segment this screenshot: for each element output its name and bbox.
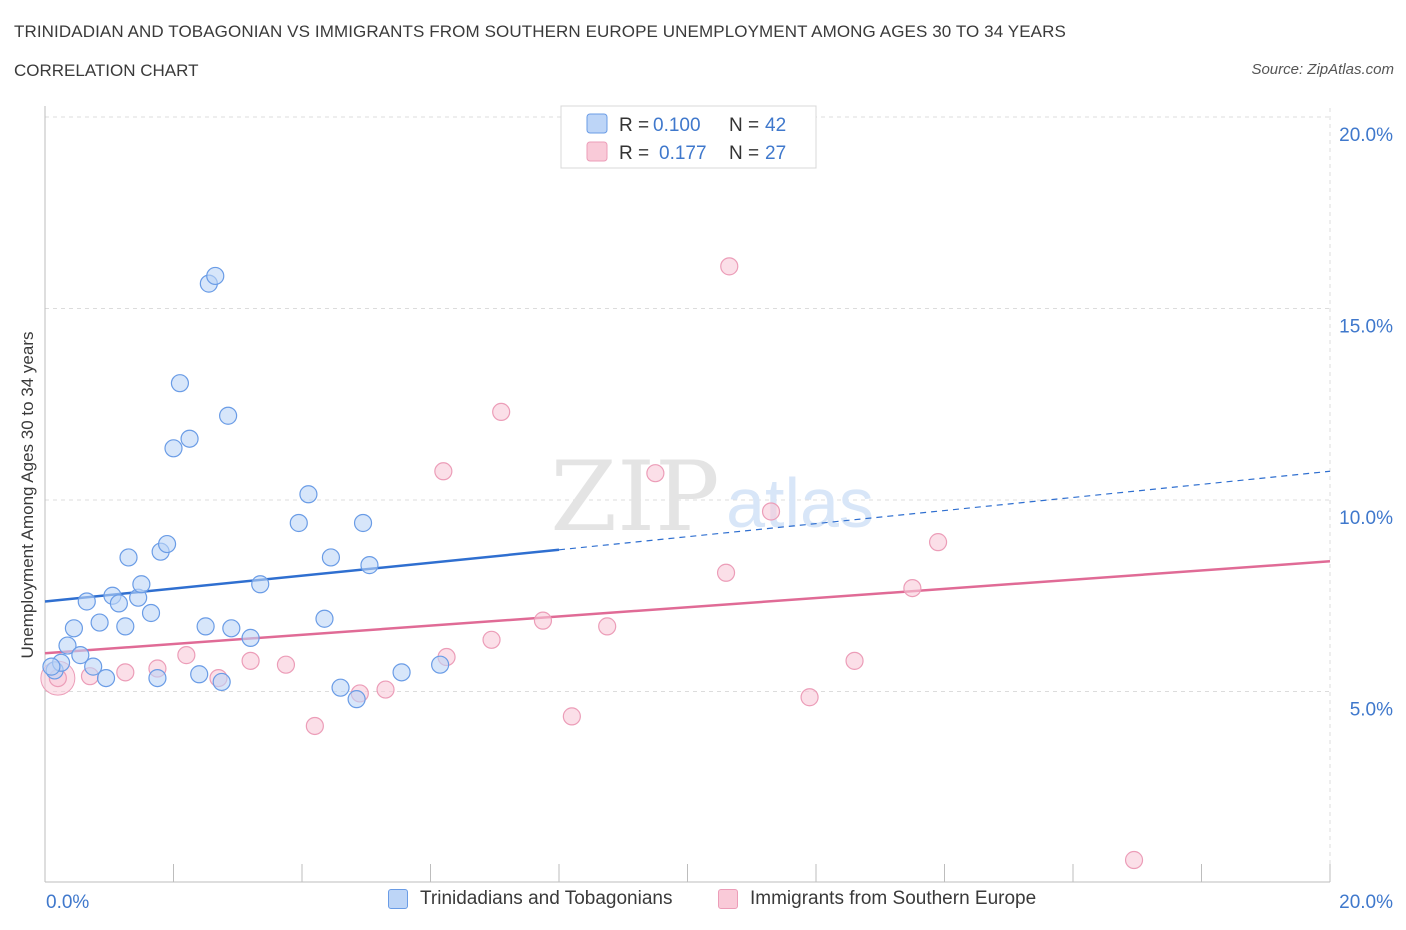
point-southern-europe xyxy=(562,707,581,726)
point-southern-europe xyxy=(903,578,922,598)
point-southern-europe xyxy=(716,563,736,582)
point-trinidadians xyxy=(71,646,90,665)
legend-pink-r-value: 0.177 xyxy=(659,143,707,164)
chart-title: TRINIDADIAN AND TOBAGONIAN VS IMMIGRANTS… xyxy=(14,22,1066,41)
legend-swatch-blue xyxy=(388,889,408,909)
point-trinidadians xyxy=(170,374,190,393)
watermark-zip: ZIP xyxy=(550,441,719,553)
point-trinidadians xyxy=(157,534,177,554)
point-trinidadians xyxy=(289,513,308,533)
point-trinidadians xyxy=(164,439,183,458)
legend-blue-n-label: N = xyxy=(729,115,759,136)
legend-item-trinidadians[interactable]: Trinidadians and Tobagonians xyxy=(388,888,672,910)
point-trinidadians xyxy=(190,665,209,684)
axes xyxy=(44,106,1331,883)
legend-blue-r-value: 0.100 xyxy=(653,115,701,136)
legend-top: R = 0.100 N = 42 R = 0.177 N = 27 xyxy=(560,105,817,169)
chart-subtitle: CORRELATION CHART xyxy=(14,61,199,80)
point-trinidadians xyxy=(241,628,260,647)
point-southern-europe xyxy=(598,617,617,636)
legend-pink-n-label: N = xyxy=(729,143,759,164)
point-trinidadians xyxy=(132,575,151,594)
point-southern-europe xyxy=(845,651,864,670)
point-trinidadians xyxy=(64,619,84,638)
data-points xyxy=(40,257,1144,870)
point-southern-europe xyxy=(434,462,453,481)
watermark: ZIP atlas xyxy=(550,441,874,553)
point-southern-europe xyxy=(305,716,324,736)
point-southern-europe xyxy=(1124,850,1144,870)
point-southern-europe xyxy=(928,533,948,552)
point-trinidadians xyxy=(219,406,238,425)
point-trinidadians xyxy=(431,655,450,674)
point-southern-europe xyxy=(376,680,395,699)
point-trinidadians xyxy=(392,663,411,682)
legend-blue-swatch xyxy=(586,113,608,134)
y-tick-label: 15.0% xyxy=(1339,317,1393,338)
point-trinidadians xyxy=(222,619,241,638)
legend-label-trinidadians: Trinidadians and Tobagonians xyxy=(420,888,673,909)
legend-bottom: Trinidadians and Tobagonians Immigrants … xyxy=(0,888,1406,916)
legend-blue-n-value: 42 xyxy=(765,115,786,136)
point-southern-europe xyxy=(177,646,196,665)
point-trinidadians xyxy=(84,657,103,676)
point-trinidadians xyxy=(299,485,318,504)
tick-labels: 5.0% 10.0% 15.0% 20.0% 0.0% 20.0% xyxy=(46,125,1393,913)
point-trinidadians xyxy=(251,575,270,594)
point-trinidadians xyxy=(353,513,373,533)
legend-item-southern-europe[interactable]: Immigrants from Southern Europe xyxy=(718,888,1036,910)
y-tick-label: 10.0% xyxy=(1339,508,1393,529)
point-trinidadians xyxy=(360,556,379,575)
point-trinidadians xyxy=(315,609,334,628)
y-tick-label: 20.0% xyxy=(1339,125,1393,146)
point-southern-europe xyxy=(533,611,553,630)
point-trinidadians xyxy=(96,668,116,688)
trend-line-southern-europe xyxy=(44,560,1331,655)
legend-swatch-pink xyxy=(718,889,738,909)
point-southern-europe xyxy=(720,257,739,276)
point-trinidadians xyxy=(119,548,138,567)
point-southern-europe xyxy=(241,651,260,670)
point-trinidadians xyxy=(109,594,128,613)
trend-line-trinidadians-extension xyxy=(558,470,1331,551)
point-southern-europe xyxy=(800,688,819,707)
source-label: Source: ZipAtlas.com xyxy=(1251,61,1394,78)
legend-pink-swatch xyxy=(586,141,608,162)
x-tick-label: 0.0% xyxy=(46,892,89,913)
point-southern-europe xyxy=(646,464,665,483)
point-southern-europe xyxy=(276,655,296,674)
point-trinidadians xyxy=(321,548,341,567)
point-trinidadians xyxy=(347,690,366,709)
point-trinidadians xyxy=(77,592,96,611)
point-trinidadians xyxy=(212,672,231,692)
point-southern-europe xyxy=(116,663,135,682)
point-trinidadians xyxy=(42,657,61,676)
y-tick-label: 5.0% xyxy=(1350,700,1393,721)
point-southern-europe xyxy=(482,630,501,649)
point-trinidadians xyxy=(148,668,167,688)
point-trinidadians xyxy=(206,266,225,286)
point-trinidadians xyxy=(141,603,161,623)
point-trinidadians xyxy=(180,429,199,448)
point-trinidadians xyxy=(331,678,350,697)
watermark-atlas: atlas xyxy=(726,464,874,542)
legend-label-southern-europe: Immigrants from Southern Europe xyxy=(750,888,1037,909)
point-trinidadians xyxy=(116,617,135,636)
legend-blue-r-label: R = xyxy=(619,115,649,136)
point-trinidadians xyxy=(196,617,215,636)
point-southern-europe xyxy=(492,402,511,422)
point-trinidadians xyxy=(90,613,109,632)
point-trinidadians xyxy=(58,636,77,655)
legend-pink-r-label: R = xyxy=(619,143,649,164)
legend-pink-n-value: 27 xyxy=(765,143,786,164)
point-southern-europe xyxy=(761,502,781,521)
x-tick-label: 20.0% xyxy=(1339,892,1393,913)
